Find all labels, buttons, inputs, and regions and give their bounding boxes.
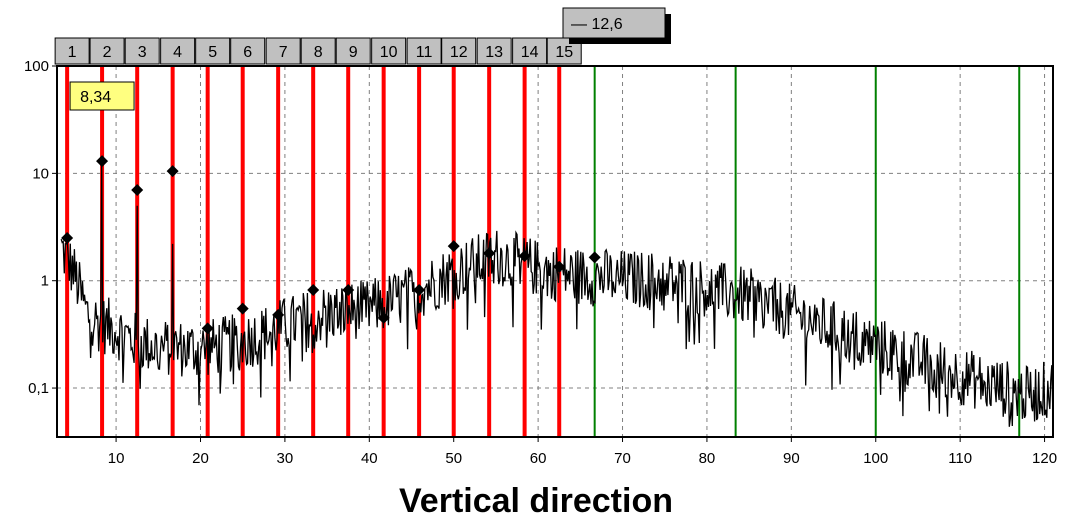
harmonic-tab-box [89, 37, 125, 65]
x-axis: 10 20 30 40 50 60 70 80 90 100 110 120 [108, 437, 1057, 467]
secondary-flag-box [562, 7, 666, 39]
peak-marker-7 [272, 308, 285, 321]
y-tick-label: 0,1 [28, 380, 49, 397]
harmonic-tab-1: 1 [54, 37, 90, 65]
harmonic-tab-box [546, 37, 582, 65]
x-tick-label: 110 [948, 450, 972, 467]
harmonic-tab-12: 12 [441, 37, 477, 65]
peak-marker-9 [342, 283, 355, 296]
harmonic-tab-box [300, 37, 336, 65]
harmonic-tab-label: 13 [485, 44, 503, 61]
x-tick-label: 60 [530, 450, 547, 467]
harmonic-tab-8: 8 [300, 37, 336, 65]
harmonic-tab-box [335, 37, 371, 65]
harmonic-tab-14: 14 [512, 37, 548, 65]
peak-marker-2 [96, 155, 109, 168]
peak-marker-4 [166, 165, 179, 178]
peak-marker-1 [61, 231, 74, 244]
harmonic-tab-box [406, 37, 442, 65]
harmonic-tab-7: 7 [265, 37, 301, 65]
harmonic-tab-11: 11 [406, 37, 442, 65]
harmonic-tab-label: 9 [349, 44, 358, 61]
peak-marker-extra [588, 251, 601, 264]
harmonic-tab-label: 8 [314, 44, 323, 61]
secondary-value-flag: — 12,6 [562, 7, 671, 44]
spectrum-series [60, 161, 1054, 427]
harmonic-tab-box [265, 37, 301, 65]
harmonic-tab-label: 7 [279, 44, 288, 61]
harmonic-tab-6: 6 [230, 37, 266, 65]
peak-marker-14 [518, 249, 531, 262]
peak-markers [61, 155, 601, 335]
harmonic-tab-label: 4 [173, 44, 182, 61]
harmonic-tab-box [441, 37, 477, 65]
harmonic-tab-label: 15 [555, 44, 573, 61]
harmonic-tab-label: 11 [416, 44, 433, 61]
x-tick-label: 40 [361, 450, 378, 467]
harmonic-tab-4: 4 [160, 37, 196, 65]
peak-marker-10 [377, 311, 390, 324]
harmonic-tab-9: 9 [335, 37, 371, 65]
harmonic-tab-box [476, 37, 512, 65]
harmonic-tab-box [160, 37, 196, 65]
x-axis-title: Vertical direction [399, 482, 673, 520]
harmonic-tab-label: 1 [68, 44, 77, 61]
y-tick-label: 1 [41, 273, 49, 290]
peak-marker-8 [307, 283, 320, 296]
harmonic-tab-label: 14 [521, 44, 539, 61]
plot-frame [56, 65, 1054, 438]
harmonic-tab-box [124, 37, 160, 65]
harmonic-tabs: 1 2 3 4 5 6 7 8 9 10 11 12 13 14 15 [54, 37, 582, 65]
harmonic-tab-5: 5 [195, 37, 231, 65]
harmonic-tab-label: 12 [450, 44, 468, 61]
harmonic-tab-10: 10 [371, 37, 407, 65]
harmonic-tab-label: 3 [138, 44, 147, 61]
harmonic-tab-box [54, 37, 90, 65]
y-tick-label: 10 [32, 165, 49, 182]
peak-marker-12 [447, 240, 460, 253]
y-tick-label: 100 [24, 58, 49, 75]
spectrum-line [60, 161, 1054, 427]
x-tick-label: 70 [614, 450, 631, 467]
x-tick-label: 20 [192, 450, 209, 467]
harmonic-tab-box [195, 37, 231, 65]
y-axis: 100 10 1 0,1 [24, 58, 57, 397]
x-tick-label: 100 [863, 450, 888, 467]
peak-marker-6 [236, 302, 249, 315]
harmonic-tab-15: 15 [546, 37, 582, 65]
cursor-flag-box [69, 81, 135, 111]
peak-marker-13 [483, 247, 496, 260]
cursor-flag-label: 8,34 [80, 89, 111, 106]
x-tick-label: 120 [1032, 450, 1057, 467]
harmonic-tab-label: 6 [243, 44, 252, 61]
x-tick-label: 80 [699, 450, 716, 467]
peak-marker-15 [553, 260, 566, 273]
harmonic-tab-box [371, 37, 407, 65]
green-marker-lines [171, 66, 1021, 437]
x-tick-label: 30 [277, 450, 294, 467]
x-tick-label: 10 [108, 450, 125, 467]
peak-marker-11 [413, 283, 426, 296]
peak-marker-3 [131, 183, 144, 196]
x-tick-label: 90 [783, 450, 800, 467]
harmonic-tab-3: 3 [124, 37, 160, 65]
x-tick-label: 50 [445, 450, 462, 467]
harmonic-tab-box [230, 37, 266, 65]
peak-marker-5 [201, 322, 214, 335]
harmonic-tab-13: 13 [476, 37, 512, 65]
harmonic-tab-box [512, 37, 548, 65]
harmonic-tab-2: 2 [89, 37, 125, 65]
secondary-flag-label: — 12,6 [571, 16, 623, 33]
harmonic-tab-label: 2 [103, 44, 112, 61]
harmonic-tab-label: 10 [380, 44, 398, 61]
harmonic-tab-label: 5 [208, 44, 217, 61]
cursor-value-flag: 8,34 [69, 81, 135, 111]
